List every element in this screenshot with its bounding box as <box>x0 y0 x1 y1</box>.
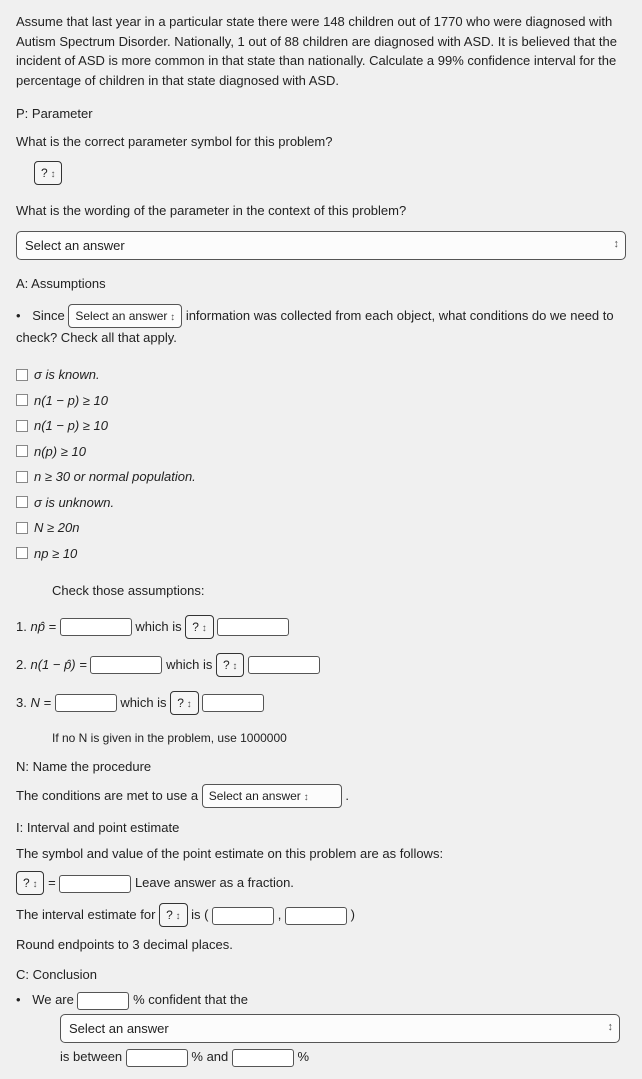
line1-mid: which is <box>135 619 181 634</box>
confidence-input[interactable] <box>77 992 129 1010</box>
i-comma: , <box>278 907 282 922</box>
i-text2-mid: is ( <box>191 907 208 922</box>
between-low-input[interactable] <box>126 1049 188 1067</box>
line1-n: 1. <box>16 619 27 634</box>
section-i-head: I: Interval and point estimate <box>16 818 626 838</box>
interval-symbol-select[interactable]: ? <box>159 903 187 927</box>
line3-input-a[interactable] <box>55 694 117 712</box>
check-7[interactable] <box>16 547 28 559</box>
p-q1: What is the correct parameter symbol for… <box>16 132 626 152</box>
n-dot: . <box>345 788 349 803</box>
check-1[interactable] <box>16 394 28 406</box>
n-note: If no N is given in the problem, use 100… <box>52 729 626 747</box>
assumption-line-3: 3. N = which is ? <box>16 691 626 715</box>
line2-mid: which is <box>166 657 212 672</box>
n-text: The conditions are met to use a <box>16 788 198 803</box>
parameter-wording-select[interactable]: Select an answer ↕ <box>16 231 626 261</box>
check-label-6: N ≥ 20n <box>34 518 79 538</box>
p-q2: What is the wording of the parameter in … <box>16 201 626 221</box>
line1-select[interactable]: ? <box>185 615 213 639</box>
chevron-updown-icon-2: ↕ <box>608 1019 614 1036</box>
name-procedure-row: The conditions are met to use a Select a… <box>16 784 626 808</box>
conclusion-select-label: Select an answer <box>69 1021 169 1036</box>
line3-mid: which is <box>120 695 166 710</box>
interval-high-input[interactable] <box>285 907 347 925</box>
info-type-select[interactable]: Select an answer <box>68 304 182 328</box>
c-and: % and <box>191 1049 228 1064</box>
bullet-pre: Since <box>32 308 65 323</box>
line2-input-b[interactable] <box>248 656 320 674</box>
section-a-head: A: Assumptions <box>16 274 626 294</box>
line1-input-a[interactable] <box>60 618 132 636</box>
check-0[interactable] <box>16 369 28 381</box>
interval-low-input[interactable] <box>212 907 274 925</box>
line3-lhs: N = <box>30 695 51 710</box>
between-row: is between % and % <box>60 1047 626 1067</box>
check-5[interactable] <box>16 496 28 508</box>
line3-n: 3. <box>16 695 27 710</box>
line2-input-a[interactable] <box>90 656 162 674</box>
line1-input-b[interactable] <box>217 618 289 636</box>
check-6[interactable] <box>16 522 28 534</box>
problem-statement: Assume that last year in a particular st… <box>16 12 626 90</box>
line3-select[interactable]: ? <box>170 691 198 715</box>
line3-input-b[interactable] <box>202 694 264 712</box>
i-close: ) <box>351 907 355 922</box>
check-label-2: n(1 − p) ≥ 10 <box>34 416 108 436</box>
line1-lhs: np̂ = <box>30 619 56 634</box>
section-c-head: C: Conclusion <box>16 965 626 985</box>
procedure-select[interactable]: Select an answer <box>202 784 342 808</box>
check-label-7: np ≥ 10 <box>34 544 77 564</box>
line2-lhs: n(1 − p̂) = <box>30 657 86 672</box>
chevron-updown-icon: ↕ <box>614 236 620 253</box>
between-high-input[interactable] <box>232 1049 294 1067</box>
point-value-input[interactable] <box>59 875 131 893</box>
conditions-checklist: σ is known. n(1 − p) ≥ 10 n(1 − p) ≥ 10 … <box>16 365 626 563</box>
c-pct: % <box>298 1049 310 1064</box>
conclusion-bullet: We are % confident that the <box>16 990 626 1010</box>
i-leave: Leave answer as a fraction. <box>135 875 294 890</box>
check-2[interactable] <box>16 420 28 432</box>
i-text2-pre: The interval estimate for <box>16 907 155 922</box>
conclusion-select[interactable]: Select an answer ↕ <box>60 1014 620 1044</box>
section-n-head: N: Name the procedure <box>16 757 626 777</box>
check-4[interactable] <box>16 471 28 483</box>
parameter-wording-label: Select an answer <box>25 238 125 253</box>
assumption-line-2: 2. n(1 − p̂) = which is ? <box>16 653 626 677</box>
check-label-5: σ is unknown. <box>34 493 114 513</box>
parameter-symbol-select[interactable]: ? <box>34 161 62 185</box>
check-3[interactable] <box>16 445 28 457</box>
c-post: % confident that the <box>133 992 248 1007</box>
c-between-pre: is between <box>60 1049 122 1064</box>
check-label-3: n(p) ≥ 10 <box>34 442 86 462</box>
c-pre: We are <box>32 992 74 1007</box>
line2-n: 2. <box>16 657 27 672</box>
assumptions-bullet: Since Select an answer information was c… <box>16 304 626 348</box>
i-eq: = <box>48 875 56 890</box>
section-p-head: P: Parameter <box>16 104 626 124</box>
point-estimate-row: ? = Leave answer as a fraction. <box>16 871 626 895</box>
interval-row: The interval estimate for ? is ( , ) <box>16 903 626 927</box>
i-round: Round endpoints to 3 decimal places. <box>16 935 626 955</box>
i-text1: The symbol and value of the point estima… <box>16 844 626 864</box>
line2-select[interactable]: ? <box>216 653 244 677</box>
assumption-line-1: 1. np̂ = which is ? <box>16 615 626 639</box>
check-assumptions-head: Check those assumptions: <box>52 581 626 601</box>
check-label-0: σ is known. <box>34 365 100 385</box>
check-label-4: n ≥ 30 or normal population. <box>34 467 196 487</box>
check-label-1: n(1 − p) ≥ 10 <box>34 391 108 411</box>
point-symbol-select[interactable]: ? <box>16 871 44 895</box>
